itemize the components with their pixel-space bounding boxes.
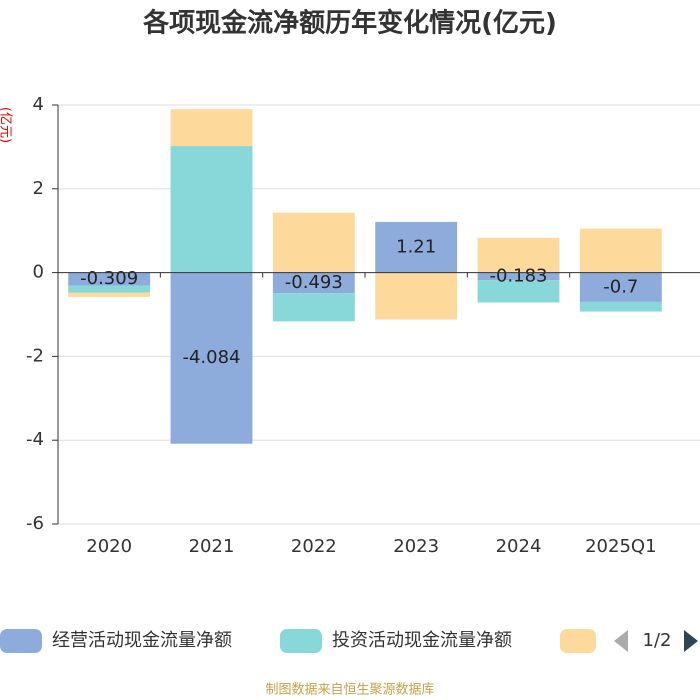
bar [272,293,355,322]
legend-label[interactable]: 经营活动现金流量净额 [52,630,232,651]
x-tick-label: 2021 [189,536,235,557]
bar [375,272,458,320]
bar [579,301,662,312]
legend-prev[interactable] [614,630,628,652]
legend-swatch[interactable] [0,629,42,653]
y-tick-label: -4 [26,429,44,450]
y-tick-label: -6 [26,513,44,534]
y-tick-label: 4 [33,94,44,115]
bar [170,109,253,147]
bar [68,285,151,293]
legend-page: 1/2 [643,630,672,651]
y-tick-label: -2 [26,345,44,366]
chart-title: 各项现金流净额历年变化情况(亿元) [142,8,557,39]
bar [272,212,355,273]
bar [170,146,253,273]
x-tick-label: 2020 [86,536,132,557]
x-tick-label: 2025Q1 [585,536,656,557]
bar [579,272,662,302]
data-label: -0.183 [489,265,547,286]
bar [68,292,151,297]
legend-next[interactable] [684,630,698,652]
x-tick-label: 2024 [496,536,542,557]
bar [170,272,253,444]
bar [477,237,560,273]
bar [477,280,560,303]
y-axis-label: (亿元) [0,107,13,143]
data-label: -4.084 [182,347,240,368]
data-label: -0.493 [285,272,343,293]
y-tick-label: 2 [33,178,44,199]
source: 制图数据来自恒生聚源数据库 [265,682,434,698]
bar [477,272,560,281]
bar [68,272,151,286]
data-label: 1.21 [396,236,436,257]
x-tick-label: 2023 [393,536,439,557]
bar [375,221,458,273]
data-label: -0.7 [603,276,638,297]
bar [272,272,355,294]
bar [579,228,662,273]
y-tick-label: 0 [33,262,44,283]
legend-swatch[interactable] [560,629,596,653]
legend-label[interactable]: 投资活动现金流量净额 [332,630,512,651]
legend-swatch[interactable] [280,629,322,653]
x-tick-label: 2022 [291,536,337,557]
data-label: -0.309 [80,268,138,289]
